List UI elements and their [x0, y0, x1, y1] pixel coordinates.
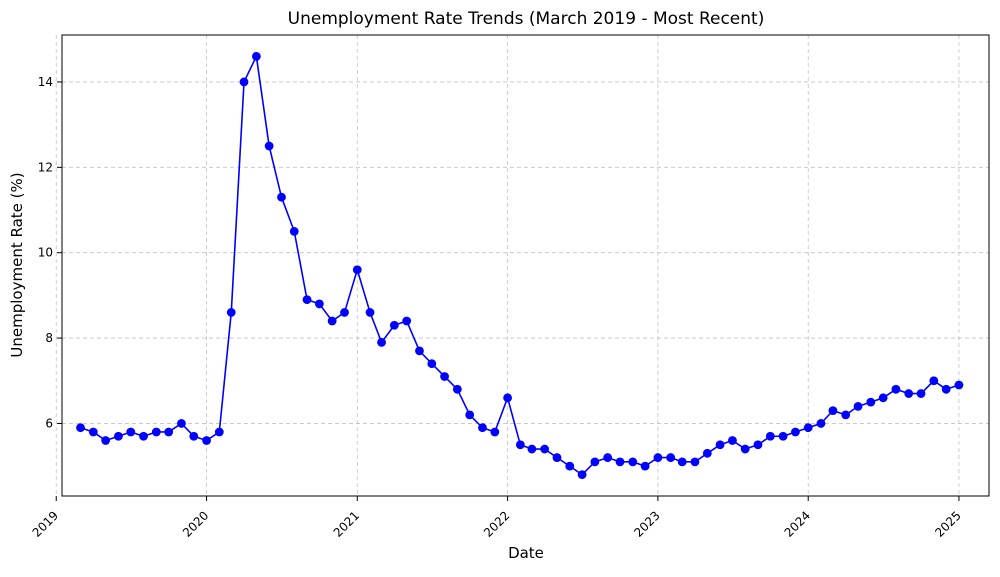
data-point [177, 419, 186, 428]
data-point [478, 423, 487, 433]
data-point [114, 431, 123, 441]
data-point [916, 389, 926, 398]
data-point [302, 295, 312, 305]
data-point [715, 440, 725, 450]
data-point [929, 376, 939, 386]
data-point [866, 397, 876, 407]
data-point [728, 436, 737, 445]
grid-lines [55, 35, 989, 496]
data-point [565, 461, 575, 471]
data-point [76, 423, 85, 433]
data-point [503, 393, 512, 403]
data-point [816, 419, 826, 428]
data-point [126, 427, 136, 437]
data-point [765, 431, 775, 441]
data-point [577, 470, 587, 480]
data-point [677, 457, 687, 467]
data-point [590, 457, 600, 467]
data-point [88, 427, 98, 437]
data-point [803, 423, 813, 433]
y-tick-label: 12 [38, 160, 53, 174]
data-point [327, 316, 337, 326]
y-axis-label: Unemployment Rate (%) [8, 172, 26, 357]
data-point [941, 384, 951, 394]
y-tick-label: 6 [45, 416, 53, 430]
data-point [189, 431, 199, 441]
data-point [101, 436, 111, 445]
data-point [653, 453, 663, 462]
data-point [202, 436, 211, 445]
data-point [440, 372, 449, 381]
data-point [515, 440, 525, 450]
data-point [828, 406, 838, 416]
data-point [878, 393, 888, 403]
data-point [702, 448, 712, 458]
y-tick-label: 10 [38, 246, 53, 260]
data-point [377, 337, 386, 347]
data-point [552, 453, 562, 462]
data-point [841, 410, 851, 420]
data-point [778, 431, 788, 441]
y-tick-label: 8 [45, 331, 53, 345]
data-point [164, 427, 174, 437]
data-point [277, 192, 286, 202]
data-point [226, 308, 236, 317]
data-point [490, 427, 500, 437]
data-point [690, 457, 700, 467]
data-point [415, 346, 424, 356]
data-point [340, 308, 349, 317]
data-point [427, 359, 437, 369]
data-point [603, 453, 613, 462]
data-point [666, 453, 676, 462]
data-point [139, 431, 148, 441]
data-point [791, 427, 800, 437]
chart-title: Unemployment Rate Trends (March 2019 - M… [288, 9, 765, 29]
data-point [465, 410, 475, 420]
data-point [540, 444, 550, 454]
data-point [740, 444, 750, 454]
plot-frame [61, 34, 990, 497]
x-axis-label: Date [508, 544, 544, 562]
data-point [452, 384, 462, 394]
data-series [76, 51, 964, 480]
data-point [891, 384, 901, 394]
data-point [402, 316, 412, 326]
data-point [527, 444, 537, 454]
data-point [640, 461, 650, 471]
data-point [289, 226, 299, 236]
data-point [628, 457, 638, 467]
data-point [214, 427, 224, 437]
data-point [151, 427, 161, 437]
data-point [853, 401, 863, 411]
y-tick-label: 14 [38, 75, 53, 89]
data-point [954, 380, 964, 390]
data-point [615, 457, 625, 467]
data-point [904, 389, 914, 398]
data-point [365, 308, 375, 317]
data-point [389, 320, 399, 330]
data-point [753, 440, 763, 450]
data-point [352, 265, 362, 275]
data-point [251, 51, 261, 61]
data-point [239, 77, 249, 87]
data-point [264, 141, 274, 151]
data-point [314, 299, 324, 309]
